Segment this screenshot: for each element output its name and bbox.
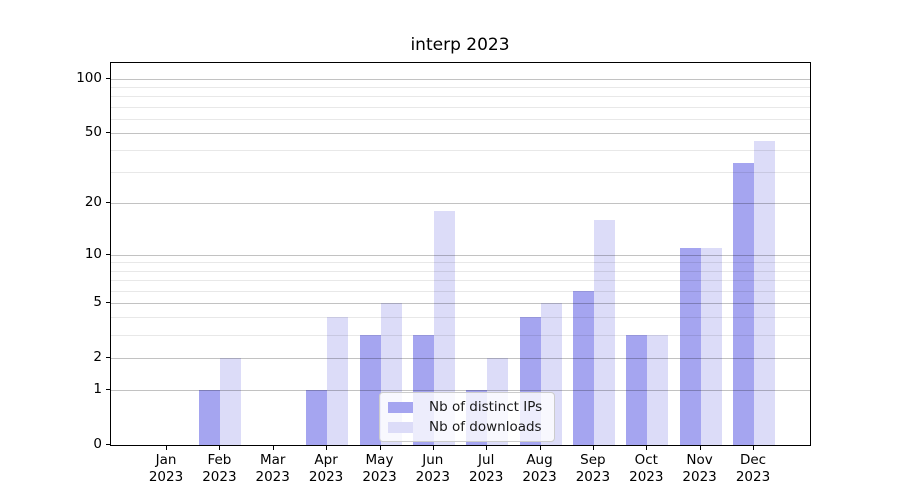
x-tick-label: Jan 2023 xyxy=(148,452,184,485)
y-tick-label: 2 xyxy=(93,348,102,365)
x-tick-mark xyxy=(646,446,648,450)
gridline-minor xyxy=(111,96,810,98)
gridline-minor xyxy=(111,150,810,152)
y-tick-mark xyxy=(106,356,110,358)
legend: Nb of distinct IPs Nb of downloads xyxy=(379,392,556,442)
x-tick-label: Aug 2023 xyxy=(522,452,557,485)
x-tick-mark xyxy=(272,446,274,450)
x-tick-label: Mar 2023 xyxy=(255,452,290,485)
gridline-major xyxy=(111,78,810,80)
x-tick-label: Feb 2023 xyxy=(202,452,237,485)
bar-distinct-ips xyxy=(572,290,594,445)
y-tick-label: 0 xyxy=(93,436,102,452)
y-tick-mark xyxy=(106,301,110,303)
x-tick-mark xyxy=(432,446,434,450)
bar-downloads xyxy=(647,335,669,445)
y-tick-mark xyxy=(106,131,110,133)
bar-distinct-ips xyxy=(679,247,701,445)
y-tick-label: 20 xyxy=(84,194,102,211)
gridline-minor xyxy=(111,106,810,108)
y-tick-label: 1 xyxy=(93,381,102,397)
legend-swatch xyxy=(388,421,413,433)
bar-distinct-ips xyxy=(626,335,648,445)
x-tick-mark xyxy=(219,446,221,450)
gridline-minor xyxy=(111,172,810,174)
x-tick-mark xyxy=(539,446,541,450)
x-tick-mark xyxy=(486,446,488,450)
legend-item: Nb of distinct IPs xyxy=(388,399,542,415)
x-tick-label: Jul 2023 xyxy=(469,452,504,485)
bar-distinct-ips xyxy=(733,162,754,445)
bar-distinct-ips xyxy=(359,335,381,445)
x-tick-label: Oct 2023 xyxy=(629,452,664,485)
x-tick-label: Sep 2023 xyxy=(575,452,611,485)
bar-downloads xyxy=(220,357,242,445)
plot-area: Nb of distinct IPs Nb of downloads xyxy=(110,62,811,446)
bar-distinct-ips xyxy=(199,390,221,445)
legend-label: Nb of distinct IPs xyxy=(429,399,543,415)
gridline-major xyxy=(111,132,810,134)
y-tick-label: 10 xyxy=(84,245,102,262)
x-tick-mark xyxy=(753,446,754,450)
bar-downloads xyxy=(593,220,615,445)
bar-downloads xyxy=(700,247,722,445)
x-tick-label: Nov 2023 xyxy=(682,452,717,485)
x-tick-mark xyxy=(326,446,328,450)
y-tick-mark xyxy=(106,253,110,255)
gridline-minor xyxy=(111,86,810,88)
x-tick-label: Dec 2023 xyxy=(735,452,771,485)
x-tick-mark xyxy=(166,446,167,450)
x-tick-mark xyxy=(699,446,701,450)
y-tick-label: 50 xyxy=(84,123,102,140)
bar-downloads xyxy=(754,141,775,445)
y-tick-label: 5 xyxy=(93,293,102,310)
x-tick-label: Jun 2023 xyxy=(415,452,450,485)
y-tick-mark xyxy=(106,444,110,445)
chart-title: interp 2023 xyxy=(410,35,510,55)
y-tick-mark xyxy=(106,389,110,390)
bar-downloads xyxy=(433,211,455,445)
bar-downloads xyxy=(327,317,349,445)
x-tick-label: May 2023 xyxy=(362,452,397,485)
bar-distinct-ips xyxy=(306,390,328,445)
gridline-major xyxy=(111,203,810,205)
y-tick-mark xyxy=(106,77,110,79)
gridline-minor xyxy=(111,118,810,120)
legend-item: Nb of downloads xyxy=(388,419,542,435)
x-tick-mark xyxy=(592,446,594,450)
x-tick-mark xyxy=(379,446,381,450)
legend-swatch xyxy=(388,401,413,413)
x-tick-label: Apr 2023 xyxy=(308,452,344,485)
y-tick-label: 100 xyxy=(76,69,102,86)
y-tick-mark xyxy=(106,202,110,204)
legend-label: Nb of downloads xyxy=(429,419,542,435)
